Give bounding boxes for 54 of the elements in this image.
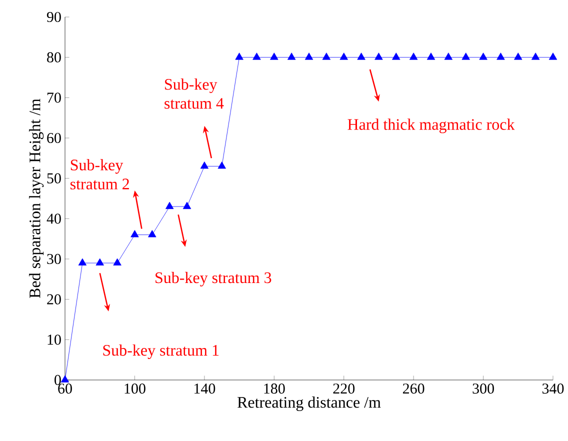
point (374, 52, 383, 60)
y-tick-label: 10 (48, 334, 61, 345)
x-tick-label: 220 (333, 384, 355, 394)
point (78, 258, 87, 266)
y-tick-label: 30 (47, 254, 61, 264)
y-tick-label: 90 (46, 12, 61, 22)
point (340, 52, 348, 60)
annotation: Sub-key stratum 4 (164, 78, 224, 109)
y-tick-label: 70 (47, 92, 61, 103)
point (165, 202, 174, 210)
point (130, 230, 139, 238)
x-axis-title: Retreating distance /m (237, 396, 381, 412)
annotation: Hard thick magmatic rock (348, 118, 515, 134)
x-tick-label: 180 (264, 384, 285, 394)
point (218, 162, 226, 169)
x-tick-label: 300 (472, 384, 494, 394)
annotation: Sub-key stratum 2 (70, 159, 129, 190)
point (426, 52, 436, 60)
point (514, 52, 522, 60)
point (479, 52, 488, 60)
point (200, 162, 209, 169)
point (96, 258, 104, 266)
point (444, 52, 453, 60)
point (496, 52, 505, 60)
y-axis-title: Bed separation layer Height /m (29, 98, 44, 298)
point (392, 52, 400, 60)
y-tick-label: 80 (47, 52, 61, 62)
x-tick-label: 140 (194, 384, 216, 394)
x-tick-label: 340 (542, 384, 564, 394)
point (182, 202, 192, 210)
y-tick-label: 50 (47, 173, 61, 184)
x-tick-label: 100 (124, 384, 146, 394)
point (270, 52, 278, 60)
point (148, 230, 156, 238)
annotation: Sub-key stratum 1 (103, 344, 219, 360)
point (304, 52, 314, 60)
point (287, 52, 296, 60)
point (252, 52, 261, 60)
y-tick-label: 0 (54, 374, 61, 386)
x-tick-label: 260 (402, 384, 424, 394)
point (60, 375, 70, 382)
point (531, 52, 540, 60)
point (462, 52, 470, 60)
point (322, 52, 331, 60)
x-tick-label: 60 (58, 384, 72, 394)
point (357, 52, 366, 60)
y-tick-label: 60 (47, 132, 61, 144)
y-tick-label: 20 (47, 294, 61, 304)
point (235, 52, 244, 60)
point (548, 52, 558, 60)
annotation: Sub-key stratum 3 (156, 272, 272, 286)
point (113, 258, 122, 266)
y-tick-label: 40 (46, 214, 61, 224)
point (409, 52, 418, 60)
